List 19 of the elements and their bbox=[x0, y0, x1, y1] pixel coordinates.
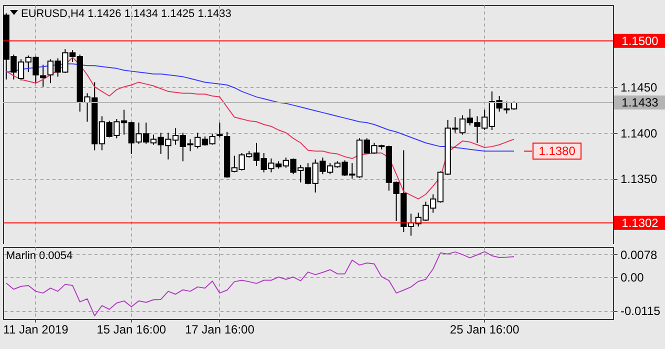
y-tick-label: 0.0078 bbox=[620, 248, 658, 262]
chart-title: EURUSD,H4 1.1426 1.1434 1.1425 1.1433 bbox=[21, 8, 232, 21]
ref-line-label: 1.1433 bbox=[622, 95, 659, 110]
x-tick-label: 25 Jan 16:00 bbox=[450, 322, 520, 336]
candlestick bbox=[40, 64, 46, 88]
y-tick-label: 1.1400 bbox=[620, 126, 658, 140]
ref-line-label: 1.1500 bbox=[622, 34, 659, 48]
chart-title: Marlin 0.0054 bbox=[6, 250, 73, 263]
y-tick-label: -0.0115 bbox=[620, 304, 661, 318]
ref-line-label: 1.1302 bbox=[622, 216, 659, 230]
candlestick bbox=[216, 122, 223, 138]
annotation: 1.1380 bbox=[538, 144, 576, 158]
x-tick-label: 17 Jan 16:00 bbox=[185, 322, 255, 336]
x-tick-label: 11 Jan 2019 bbox=[3, 322, 69, 336]
y-tick-label: 0.00 bbox=[620, 270, 644, 285]
y-tick-label: 1.1350 bbox=[620, 172, 658, 186]
x-tick-label: 15 Jan 16:00 bbox=[96, 322, 166, 336]
line-series bbox=[6, 251, 515, 316]
y-tick-label: 1.1450 bbox=[620, 80, 658, 94]
